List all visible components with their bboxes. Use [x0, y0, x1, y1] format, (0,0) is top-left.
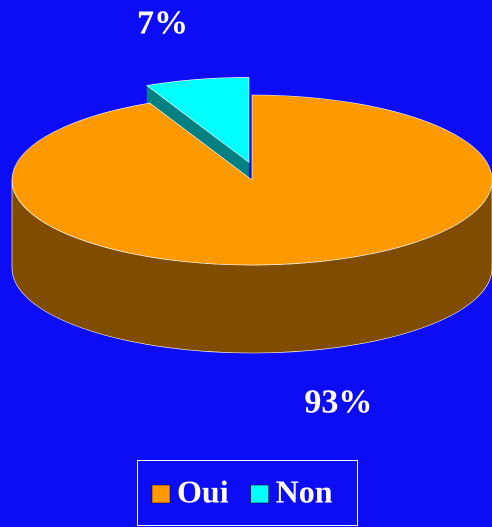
- legend-label: Oui: [177, 473, 229, 509]
- slice: [146, 77, 250, 164]
- legend-label: Non: [276, 473, 333, 509]
- data-label: 7%: [137, 4, 188, 41]
- data-label: 93%: [304, 384, 372, 421]
- legend-box: [137, 460, 358, 526]
- legend-swatch: [151, 484, 171, 504]
- slice: [11, 94, 492, 266]
- legend-swatch: [250, 484, 269, 504]
